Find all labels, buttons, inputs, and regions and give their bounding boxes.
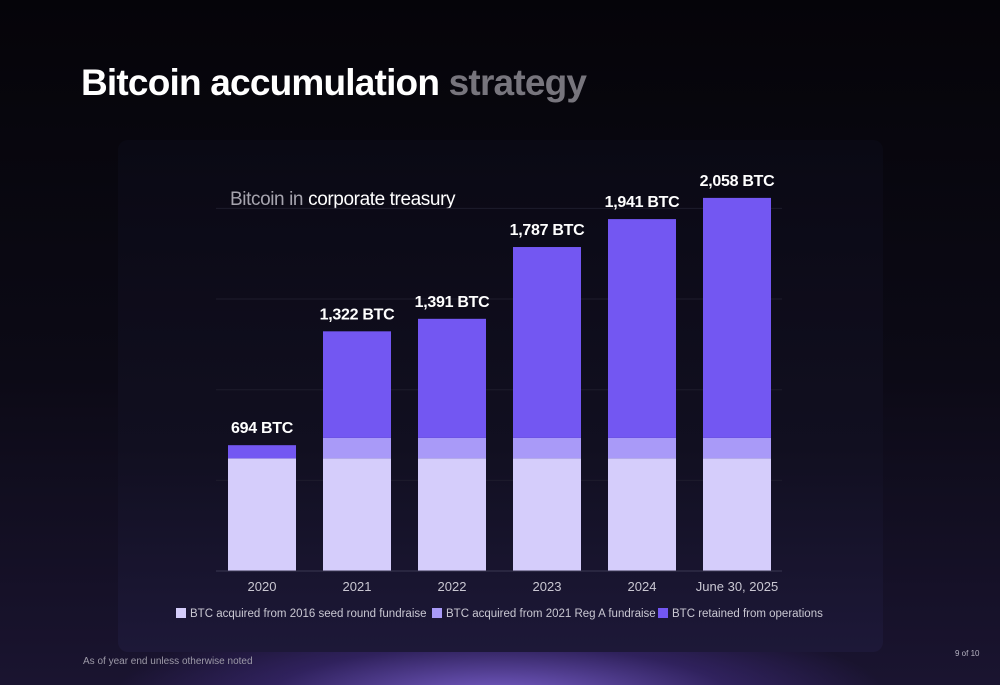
footnote: As of year end unless otherwise noted [83, 656, 253, 667]
total-label-5: 1,941 BTC [605, 194, 680, 211]
legend-swatch-2 [432, 608, 442, 618]
total-label-2: 1,322 BTC [320, 306, 395, 323]
legend-label-2: BTC acquired from 2021 Reg A fundraise [446, 608, 656, 620]
chart-title-dim: Bitcoin in [230, 189, 303, 210]
legend: BTC acquired from 2016 seed round fundra… [176, 608, 823, 620]
x-tick-label-3: 2022 [438, 579, 467, 594]
bar-1-segment-3 [228, 445, 296, 459]
x-tick-label-1: 2020 [248, 579, 277, 594]
bar-3-segment-1 [418, 458, 486, 571]
bar-4-segment-2 [513, 437, 581, 459]
bars [228, 197, 771, 571]
bar-4-segment-1 [513, 458, 581, 571]
bar-2-segment-1 [323, 458, 391, 571]
x-axis-ticks: 2020 2021 2022 2023 2024 June 30, 2025 [248, 579, 779, 594]
bar-2-segment-2 [323, 437, 391, 459]
total-label-1: 694 BTC [231, 420, 294, 437]
page-number: 9 of 10 [955, 649, 980, 658]
total-label-6: 2,058 BTC [700, 173, 775, 190]
legend-swatch-3 [658, 608, 668, 618]
x-tick-label-4: 2023 [533, 579, 562, 594]
legend-item-1: BTC acquired from 2016 seed round fundra… [176, 608, 427, 620]
bar-6-segment-1 [703, 458, 771, 571]
legend-label-1: BTC acquired from 2016 seed round fundra… [190, 608, 427, 620]
legend-item-3: BTC retained from operations [658, 608, 823, 620]
bar-1-segment-1 [228, 458, 296, 571]
bar-3-segment-3 [418, 318, 486, 438]
bar-5-segment-2 [608, 437, 676, 459]
title-main: Bitcoin accumulation [81, 62, 440, 103]
title-muted: strategy [448, 62, 587, 103]
chart-title-bright: corporate treasury [308, 189, 456, 210]
total-labels: 694 BTC 1,322 BTC 1,391 BTC 1,787 BTC 1,941 … [231, 173, 775, 437]
bar-5-segment-1 [608, 458, 676, 571]
legend-label-3: BTC retained from operations [672, 608, 823, 620]
total-label-4: 1,787 BTC [510, 222, 585, 239]
x-tick-label-5: 2024 [628, 579, 657, 594]
gridlines [216, 207, 782, 481]
bar-4-segment-3 [513, 247, 581, 438]
bar-6-segment-2 [703, 437, 771, 459]
bar-2-segment-3 [323, 331, 391, 438]
slide-title: Bitcoin accumulation strategy [81, 62, 587, 104]
bar-3-segment-2 [418, 437, 486, 459]
chart-title: Bitcoin in corporate treasury [230, 189, 456, 210]
bar-6-segment-3 [703, 197, 771, 438]
x-tick-label-2: 2021 [343, 579, 372, 594]
x-tick-label-6: June 30, 2025 [696, 579, 778, 594]
bar-5-segment-3 [608, 219, 676, 438]
total-label-3: 1,391 BTC [415, 294, 490, 311]
legend-item-2: BTC acquired from 2021 Reg A fundraise [432, 608, 656, 620]
legend-swatch-1 [176, 608, 186, 618]
